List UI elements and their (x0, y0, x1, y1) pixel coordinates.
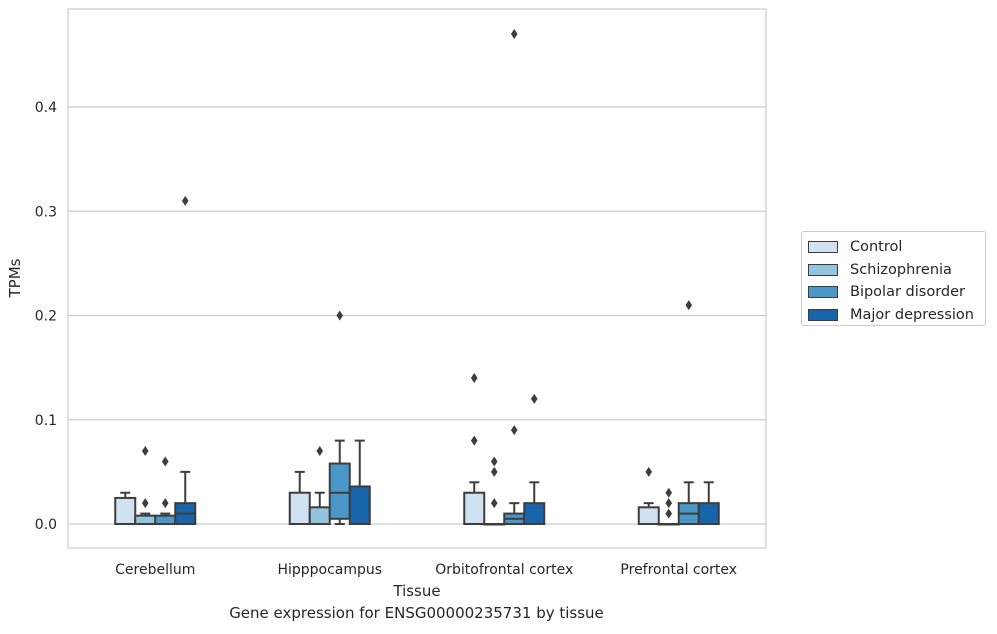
x-tick-label: Orbitofrontal cortex (435, 562, 573, 578)
y-axis-label: TPMs (6, 258, 24, 298)
outlier-point (470, 373, 478, 384)
y-tick-label: 0.4 (35, 100, 57, 116)
outlier-point (665, 487, 673, 498)
outlier-point (510, 29, 518, 40)
x-tick-labels: Cerebellum Hipppocampus Orbitofrontal cort… (115, 562, 737, 578)
box-body (114, 496, 137, 525)
y-tick-label: 0.1 (35, 413, 57, 429)
legend-label: Schizophrenia (850, 261, 952, 278)
legend-item: Major depression (808, 304, 985, 327)
legend-item: Control (808, 236, 985, 259)
outlier-point (141, 498, 149, 509)
box-major-depression (523, 393, 546, 525)
x-tick-label: Prefrontal cortex (620, 562, 737, 578)
chart-caption: Gene expression for ENSG00000235731 by t… (229, 604, 604, 622)
x-axis-label: Tissue (392, 582, 440, 600)
box-body (134, 514, 157, 525)
outlier-point (665, 508, 673, 519)
y-tick-labels: 0.0 0.1 0.2 0.3 0.4 (35, 100, 57, 533)
box-bipolar-disorder (503, 29, 526, 526)
box-body (637, 506, 660, 526)
box-body (523, 502, 546, 525)
box-control (463, 373, 486, 526)
box-body (348, 485, 371, 525)
box-body (463, 491, 486, 526)
box-body (288, 491, 311, 526)
legend-swatch (808, 263, 838, 276)
grid-lines (68, 106, 766, 525)
box-schizophrenia (657, 487, 680, 526)
outlier-point (665, 498, 673, 509)
box-control (288, 470, 311, 526)
box-control (114, 491, 137, 525)
box-schizophrenia (308, 446, 331, 526)
box-body (697, 502, 720, 525)
outlier-point (490, 456, 498, 467)
box-body (328, 462, 351, 520)
outlier-point (645, 466, 653, 477)
box-body (308, 506, 331, 526)
legend-swatch (808, 308, 838, 321)
outlier-point (316, 446, 324, 457)
box-schizophrenia (134, 446, 157, 525)
outlier-point (530, 393, 538, 404)
box-major-depression (348, 439, 371, 525)
legend-item: Bipolar disorder (808, 281, 985, 304)
legend: Control Schizophrenia Bipolar disorder Majo… (801, 231, 986, 326)
y-tick-label: 0.0 (35, 517, 57, 533)
outlier-point (181, 195, 189, 206)
outlier-point (141, 446, 149, 457)
x-tick-label: Cerebellum (115, 562, 195, 578)
legend-label: Bipolar disorder (850, 284, 965, 301)
legend-label: Control (850, 239, 903, 256)
legend-item: Schizophrenia (808, 259, 985, 282)
box-major-depression (174, 195, 197, 525)
x-tick-label: Hipppocampus (277, 562, 382, 578)
legend-swatch (808, 241, 838, 254)
outlier-point (470, 435, 478, 446)
box-major-depression (697, 481, 720, 525)
outlier-point (490, 466, 498, 477)
box-control (637, 466, 660, 526)
box-body (154, 514, 177, 525)
plot-frame (67, 8, 767, 549)
box-plot-series (114, 29, 720, 526)
outlier-point (490, 498, 498, 509)
box-bipolar-disorder (154, 456, 177, 525)
legend-swatch (808, 286, 838, 299)
outlier-point (161, 498, 169, 509)
legend-label: Major depression (850, 306, 974, 323)
box-schizophrenia (483, 456, 506, 526)
box-bipolar-disorder (328, 310, 351, 525)
box-bipolar-disorder (677, 300, 700, 525)
y-tick-label: 0.3 (35, 204, 57, 220)
outlier-point (510, 425, 518, 436)
outlier-point (336, 310, 344, 321)
y-tick-label: 0.2 (35, 309, 57, 325)
outlier-point (161, 456, 169, 467)
outlier-point (685, 300, 693, 311)
